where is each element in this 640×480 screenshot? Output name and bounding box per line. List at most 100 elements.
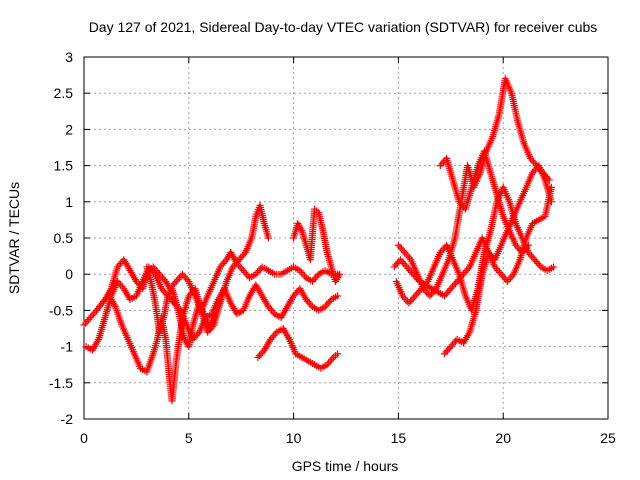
data-point xyxy=(158,331,161,333)
data-point xyxy=(185,324,188,326)
data-point xyxy=(487,251,490,254)
data-point xyxy=(229,302,232,304)
data-point xyxy=(443,353,446,355)
data-point xyxy=(299,269,301,272)
data-point xyxy=(238,258,240,261)
data-point xyxy=(464,295,467,297)
data-point xyxy=(550,201,553,203)
data-point xyxy=(504,77,507,80)
data-point xyxy=(435,287,437,290)
data-point xyxy=(301,229,303,232)
data-point xyxy=(317,273,320,276)
data-point xyxy=(123,287,125,290)
data-point xyxy=(470,186,473,189)
data-point xyxy=(439,164,442,167)
series-track-10 xyxy=(441,162,555,358)
data-point xyxy=(519,201,521,203)
data-point xyxy=(244,251,247,254)
data-point xyxy=(116,280,119,283)
data-point xyxy=(123,258,125,261)
data-point xyxy=(286,305,289,308)
data-point xyxy=(506,280,509,283)
data-point xyxy=(546,269,549,272)
data-point xyxy=(317,211,320,214)
data-point xyxy=(269,338,272,341)
data-point xyxy=(301,356,303,359)
data-point xyxy=(305,244,307,247)
series-track-9 xyxy=(394,75,553,300)
data-point xyxy=(395,280,398,283)
data-point xyxy=(403,251,406,254)
data-point xyxy=(294,353,297,355)
chart-title: Day 127 of 2021, Sidereal Day-to-day VTE… xyxy=(89,19,598,35)
data-point xyxy=(83,324,85,326)
data-point xyxy=(405,266,408,268)
data-point xyxy=(307,360,310,362)
data-point xyxy=(475,309,477,312)
data-point xyxy=(288,338,291,341)
data-point xyxy=(500,273,502,276)
data-point xyxy=(500,244,502,247)
data-point xyxy=(133,353,136,355)
x-tick-label: 20 xyxy=(495,430,511,446)
y-tick-label: -1 xyxy=(61,339,74,355)
data-point xyxy=(517,121,519,123)
y-tick-label: -2 xyxy=(61,411,74,427)
data-point xyxy=(514,222,517,225)
data-point xyxy=(441,273,444,276)
data-point xyxy=(540,266,542,268)
data-point xyxy=(313,208,316,210)
data-point xyxy=(213,280,215,283)
data-point xyxy=(154,273,157,276)
data-point xyxy=(514,244,517,247)
data-point xyxy=(326,251,328,254)
data-point xyxy=(248,277,251,279)
data-point xyxy=(280,273,282,276)
data-point xyxy=(531,222,534,225)
data-point xyxy=(445,157,448,160)
data-point xyxy=(452,258,454,261)
x-tick-label: 0 xyxy=(80,430,88,446)
data-point xyxy=(263,222,266,225)
data-point xyxy=(309,258,312,261)
data-point xyxy=(496,193,498,196)
plot-frame xyxy=(83,56,609,420)
data-point xyxy=(219,298,222,301)
data-point xyxy=(422,287,425,290)
data-point xyxy=(519,258,521,261)
data-point xyxy=(206,295,209,297)
data-point xyxy=(330,266,333,268)
data-point xyxy=(408,302,410,304)
data-point xyxy=(305,298,307,301)
x-tick-label: 5 xyxy=(185,430,193,446)
data-point xyxy=(527,244,530,247)
data-point xyxy=(296,222,299,225)
data-point xyxy=(286,269,289,272)
data-point xyxy=(273,273,276,276)
data-point xyxy=(481,237,484,239)
data-point xyxy=(552,266,555,268)
data-point xyxy=(85,345,87,348)
data-point xyxy=(292,295,295,297)
data-point xyxy=(305,277,307,279)
data-point xyxy=(267,269,270,272)
data-point xyxy=(242,309,245,312)
data-point xyxy=(470,309,473,312)
data-point xyxy=(171,400,173,402)
data-marks xyxy=(80,75,558,405)
data-point xyxy=(439,251,442,254)
data-point xyxy=(525,237,528,239)
data-point xyxy=(330,273,333,276)
data-point xyxy=(181,316,184,319)
data-point xyxy=(95,309,98,312)
data-point xyxy=(311,280,314,283)
data-point xyxy=(282,327,284,330)
data-point xyxy=(332,356,335,359)
data-point xyxy=(141,287,144,290)
data-point xyxy=(263,349,266,352)
data-point xyxy=(292,266,295,268)
data-point xyxy=(141,280,144,283)
data-point xyxy=(489,172,492,174)
y-tick-label: 2 xyxy=(65,121,73,137)
